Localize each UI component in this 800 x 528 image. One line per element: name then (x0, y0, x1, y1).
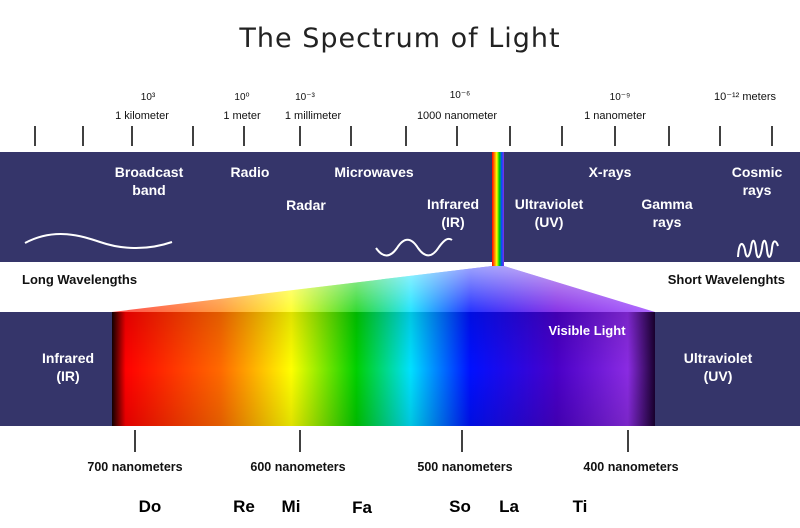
broadcast-band-label-line2: band (132, 182, 165, 198)
nm-700-label: 700 nanometers (87, 460, 182, 474)
scale-unit-1: 1 kilometer (115, 110, 169, 122)
cosmic-rays-label-line2: rays (743, 182, 772, 198)
short-wavelengths-label: Short Wavelenghts (668, 272, 785, 287)
lower-ultraviolet-label-line1: Ultraviolet (684, 350, 753, 366)
scale-unit-4: 1000 nanometer (417, 110, 497, 122)
nm-600-label: 600 nanometers (250, 460, 345, 474)
microwaves-label: Microwaves (334, 164, 414, 180)
cosmic-rays-label-line1: Cosmic (732, 164, 783, 180)
note-so: So (449, 497, 471, 516)
infrared-label-line1: Infrared (427, 196, 479, 212)
scale-exponent-2: 10⁰ (234, 92, 249, 103)
gamma-rays-label-line1: Gamma (641, 196, 693, 212)
lower-infrared-label-line1: Infrared (42, 350, 94, 366)
radio-label: Radio (231, 164, 270, 180)
nanometer-ticks (134, 430, 629, 452)
scale-exponent-4: 10⁻⁶ (450, 90, 471, 101)
long-wave-icon (24, 233, 173, 250)
nm-500-label: 500 nanometers (417, 460, 512, 474)
lower-ultraviolet-label-line2: (UV) (704, 368, 733, 384)
ultraviolet-label-line2: (UV) (535, 214, 564, 230)
scale-exponent-3: 10⁻³ (295, 92, 315, 103)
short-wave-icon (737, 239, 779, 259)
infrared-label-line2: (IR) (441, 214, 464, 230)
note-la: La (499, 497, 519, 516)
scale-unit-3: 1 millimeter (285, 110, 342, 122)
long-wavelengths-label: Long Wavelengths (22, 272, 137, 287)
broadcast-band-label-line1: Broadcast (115, 164, 184, 180)
scale-ticks (34, 126, 773, 146)
diagram-title: The Spectrum of Light (238, 23, 560, 54)
note-ti: Ti (573, 497, 588, 516)
scale-unit-5: 1 nanometer (584, 110, 646, 122)
note-do: Do (139, 497, 162, 516)
scale-exponent-1: 10³ (141, 92, 156, 103)
scale-unit-2: 1 meter (223, 110, 261, 122)
ultraviolet-label-line1: Ultraviolet (515, 196, 584, 212)
visible-light-label: Visible Light (548, 323, 626, 338)
radar-label: Radar (286, 197, 326, 213)
medium-wave-icon (375, 237, 453, 257)
scale-exponent-5: 10⁻⁹ (610, 92, 631, 103)
visible-light-strip (492, 152, 504, 266)
gamma-rays-label-line2: rays (653, 214, 682, 230)
lower-infrared-label-line2: (IR) (56, 368, 79, 384)
nm-400-label: 400 nanometers (583, 460, 678, 474)
xrays-label: X-rays (589, 164, 632, 180)
scale-exponent-6: 10⁻¹² meters (714, 91, 777, 103)
note-mi: Mi (282, 497, 301, 516)
note-fa: Fa (352, 498, 372, 517)
note-re: Re (233, 497, 255, 516)
